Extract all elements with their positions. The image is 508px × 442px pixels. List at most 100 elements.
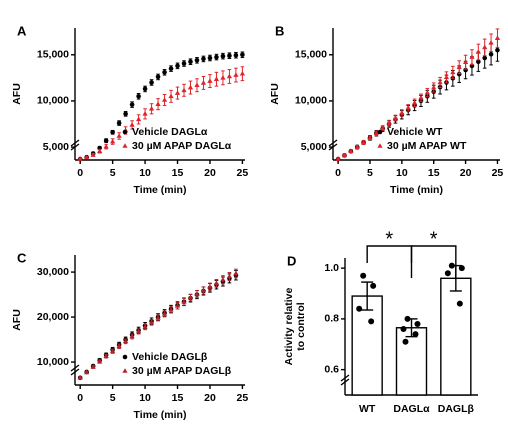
y-tick-label: 10,000 xyxy=(37,95,69,107)
legend-marker xyxy=(122,354,128,360)
data-point xyxy=(77,375,83,380)
data-point xyxy=(495,47,500,53)
significance-bracket xyxy=(366,245,413,278)
data-point xyxy=(168,93,174,99)
data-point xyxy=(240,52,245,58)
data-point xyxy=(97,358,103,364)
data-point xyxy=(103,138,109,143)
panel-label: B xyxy=(275,23,284,38)
data-point xyxy=(148,319,155,325)
legend-label: 30 µM APAP DAGLα xyxy=(132,140,232,152)
x-axis-label: Time (min) xyxy=(390,184,443,196)
x-tick-label: 25 xyxy=(492,167,504,179)
y-axis-label-line: to control xyxy=(295,302,307,350)
data-point xyxy=(116,133,122,138)
data-point xyxy=(84,369,90,375)
data-point xyxy=(142,86,148,92)
legend-label: Vehicle DAGLα xyxy=(132,126,208,138)
data-point xyxy=(348,148,354,154)
panel-label: A xyxy=(17,23,27,38)
x-tick-label: 20 xyxy=(204,167,216,179)
y-axis-label: AFU xyxy=(269,83,281,105)
data-point xyxy=(110,130,115,135)
y-tick-label: 0.6 xyxy=(324,363,339,375)
y-axis-label-line: Activity relative xyxy=(283,288,295,366)
x-tick-label: 5 xyxy=(367,167,373,179)
data-point xyxy=(431,84,437,90)
data-point xyxy=(412,331,419,338)
significance-bracket xyxy=(410,245,457,278)
data-point xyxy=(458,265,465,272)
data-point xyxy=(448,262,455,269)
axis-break xyxy=(70,139,80,147)
data-point xyxy=(380,125,386,130)
y-tick-label: 30,000 xyxy=(37,266,69,278)
data-point xyxy=(103,353,109,359)
axis-break xyxy=(70,368,80,376)
data-point xyxy=(418,94,424,100)
data-point xyxy=(213,280,220,286)
axis-break xyxy=(70,364,80,372)
data-point xyxy=(136,94,141,99)
data-point xyxy=(405,105,411,110)
data-point xyxy=(155,74,161,80)
data-point xyxy=(494,35,501,40)
legend-marker xyxy=(377,129,383,135)
data-point xyxy=(116,343,122,349)
data-point xyxy=(174,90,181,95)
data-point xyxy=(368,318,375,325)
data-point xyxy=(373,130,379,136)
x-tick-label: 15 xyxy=(428,167,440,179)
data-point xyxy=(175,63,180,69)
data-point xyxy=(414,320,421,327)
x-tick-label: 15 xyxy=(172,392,184,404)
data-point xyxy=(187,294,194,300)
data-point xyxy=(200,80,207,85)
bar xyxy=(440,277,472,396)
y-tick-label: 10,000 xyxy=(295,95,327,107)
data-point xyxy=(469,54,475,59)
significance-label: * xyxy=(430,228,438,250)
axis-break xyxy=(70,143,80,151)
data-point xyxy=(341,152,348,158)
data-point xyxy=(476,59,481,64)
data-point xyxy=(213,76,220,82)
data-point xyxy=(443,74,450,80)
y-axis-label: AFU xyxy=(11,83,23,105)
data-point xyxy=(360,139,367,145)
axis-break xyxy=(328,139,338,147)
data-point xyxy=(103,143,109,149)
y-tick-label: 0.8 xyxy=(324,313,339,325)
data-point xyxy=(402,338,409,345)
data-point xyxy=(437,79,443,85)
axis-break xyxy=(340,374,350,382)
data-point xyxy=(148,105,155,111)
data-point xyxy=(181,298,187,304)
data-point xyxy=(135,116,142,122)
data-point xyxy=(194,58,200,63)
axis-break xyxy=(328,143,338,151)
y-axis-label: Activity relativeto control xyxy=(283,288,307,366)
data-point xyxy=(488,39,494,45)
data-point xyxy=(162,70,167,75)
x-tick-label: 0 xyxy=(77,167,83,179)
data-point xyxy=(161,97,168,102)
legend-label: Vehicle WT xyxy=(387,126,443,138)
data-point xyxy=(174,303,181,308)
data-point xyxy=(475,49,481,54)
data-point xyxy=(356,305,363,312)
data-point xyxy=(90,364,96,369)
legend-label: 30 µM APAP WT xyxy=(387,140,467,152)
data-point xyxy=(110,138,116,144)
data-point xyxy=(142,324,148,329)
y-tick-label: 20,000 xyxy=(37,311,69,323)
data-point xyxy=(155,101,161,106)
data-point xyxy=(181,87,187,93)
bar xyxy=(351,295,383,396)
data-point xyxy=(370,282,377,289)
data-point xyxy=(488,52,494,57)
data-point xyxy=(424,89,430,95)
legend-marker xyxy=(122,368,128,373)
data-point xyxy=(123,111,128,117)
